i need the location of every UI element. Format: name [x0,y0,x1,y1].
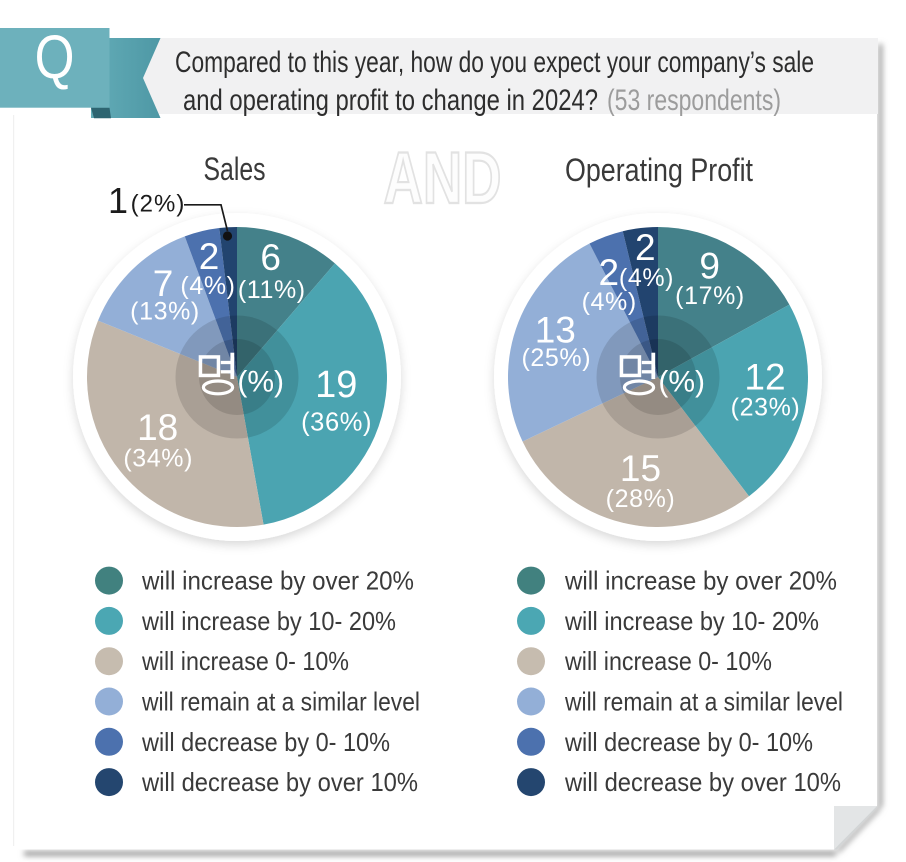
svg-text:will decrease by 0- 10%: will decrease by 0- 10% [141,727,390,757]
svg-text:(%): (%) [237,365,284,398]
svg-text:will increase by 10- 20%: will increase by 10- 20% [564,606,819,636]
svg-text:(23%): (23%) [731,394,801,422]
svg-text:Sales: Sales [204,151,266,187]
svg-text:(4%): (4%) [619,264,674,292]
svg-text:13: 13 [535,309,576,350]
svg-text:(17%): (17%) [675,282,745,310]
svg-text:(13%): (13%) [130,298,200,326]
svg-text:(%): (%) [658,365,705,398]
svg-text:will decrease by over 10%: will decrease by over 10% [564,767,841,797]
svg-text:AND: AND [384,138,502,219]
svg-text:2: 2 [199,236,220,277]
svg-text:(4%): (4%) [180,272,235,300]
svg-text:12: 12 [744,357,785,398]
svg-text:Operating Profit: Operating Profit [565,152,753,188]
svg-text:will decrease by over 10%: will decrease by over 10% [141,767,418,797]
svg-text:18: 18 [137,407,178,448]
svg-text:Q: Q [35,23,75,91]
svg-text:15: 15 [620,448,661,489]
svg-text:2: 2 [599,252,620,293]
svg-text:will decrease by 0- 10%: will decrease by 0- 10% [564,727,813,757]
svg-text:will increase by over 20%: will increase by over 20% [564,566,837,596]
svg-text:(2%): (2%) [131,191,186,218]
svg-text:19: 19 [315,364,357,406]
svg-text:(36%): (36%) [301,409,372,437]
svg-text:will remain at a similar level: will remain at a similar level [141,687,420,717]
svg-text:(4%): (4%) [582,288,637,316]
svg-text:Compared to this year, how do: Compared to this year, how do you expect… [175,46,814,79]
svg-text:(25%): (25%) [521,344,591,372]
svg-text:(34%): (34%) [123,444,193,472]
svg-text:will remain at a similar level: will remain at a similar level [564,687,843,717]
svg-text:will increase by over 20%: will increase by over 20% [141,566,414,596]
svg-text:(53 respondents): (53 respondents) [607,84,781,117]
svg-text:(28%): (28%) [606,485,676,513]
svg-text:will increase 0- 10%: will increase 0- 10% [141,646,349,676]
svg-text:will increase by 10- 20%: will increase by 10- 20% [141,606,396,636]
svg-text:7: 7 [153,263,174,304]
svg-text:(11%): (11%) [238,276,306,304]
svg-text:2: 2 [635,227,656,268]
svg-text:and operating profit to change: and operating profit to change in 2024? [183,84,598,117]
svg-text:will increase 0- 10%: will increase 0- 10% [564,646,772,676]
svg-text:1: 1 [108,180,128,221]
svg-text:9: 9 [699,246,720,287]
svg-text:6: 6 [260,237,281,278]
